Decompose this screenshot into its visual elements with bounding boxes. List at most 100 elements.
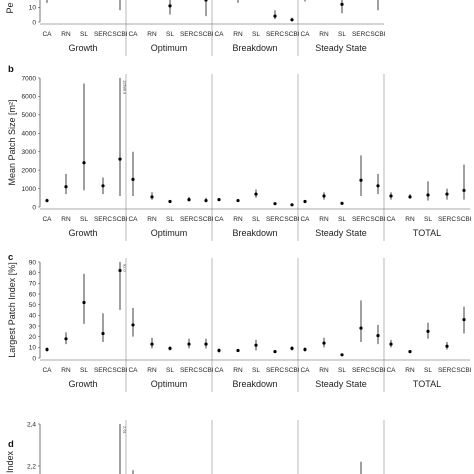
data-point-b <box>290 203 294 207</box>
y-tick-label-c: 60 <box>29 291 37 298</box>
data-point-c <box>273 350 277 354</box>
data-point-c <box>389 342 393 346</box>
y-tick-label-c: 80 <box>29 270 37 277</box>
data-point-c <box>168 346 172 350</box>
group-label-b: Optimum <box>151 228 188 238</box>
category-label-c: SL <box>166 367 174 374</box>
data-point-b <box>376 184 380 188</box>
y-tick-label-c: 50 <box>29 302 37 309</box>
data-point-c <box>426 329 430 333</box>
group-label-b: Steady State <box>315 228 367 238</box>
group-label-b: Breakdown <box>232 228 277 238</box>
data-point-c <box>64 337 68 341</box>
category-label-c: SCBI <box>456 367 471 374</box>
data-point-b <box>389 194 393 198</box>
data-point-c <box>303 347 307 352</box>
y-tick-label-b: 7000 <box>22 75 37 82</box>
category-label-b: CA <box>300 216 310 223</box>
category-label-a: SCBI <box>112 31 127 38</box>
category-label-a: RN <box>233 31 243 38</box>
group-label-a: Growth <box>68 43 97 53</box>
data-point-c <box>217 348 221 353</box>
data-point-c <box>462 318 466 322</box>
y-tick-label-d: 2,2 <box>27 463 36 470</box>
data-point-c <box>187 342 191 346</box>
category-label-b: CA <box>128 216 138 223</box>
data-point-b <box>64 185 68 189</box>
data-point-b <box>254 192 258 196</box>
data-label-b: 11588.9 <box>123 80 128 95</box>
data-point-b <box>273 202 277 206</box>
y-tick-label-b: 3000 <box>22 149 37 156</box>
data-point-c <box>45 347 49 352</box>
data-point-a <box>290 18 294 22</box>
category-label-c: SL <box>424 367 432 374</box>
group-label-c: Optimum <box>151 379 188 389</box>
category-label-a: SL <box>80 31 88 38</box>
y-tick-label-c: 70 <box>29 281 37 288</box>
category-label-a: CA <box>128 31 138 38</box>
category-label-c: CA <box>128 367 138 374</box>
y-axis-title-b: Mean Patch Size [m²] <box>7 99 17 185</box>
data-point-b <box>187 198 191 202</box>
y-axis-title-a: Pe <box>5 2 15 13</box>
category-label-c: CA <box>214 367 224 374</box>
data-point-b <box>131 177 135 181</box>
data-point-b <box>462 188 466 193</box>
category-label-b: SL <box>252 216 260 223</box>
category-label-a: RN <box>147 31 157 38</box>
category-label-a: CA <box>42 31 52 38</box>
group-label-c: TOTAL <box>413 379 441 389</box>
y-tick-label-d: 2,4 <box>27 421 36 428</box>
group-label-b: TOTAL <box>413 228 441 238</box>
category-label-b: SERC <box>352 216 370 223</box>
data-point-c <box>204 342 208 346</box>
group-label-b: Growth <box>68 228 97 238</box>
data-point-b <box>408 195 412 199</box>
category-label-c: RN <box>61 367 71 374</box>
category-label-c: SCBI <box>370 367 385 374</box>
data-point-b <box>82 161 86 165</box>
y-tick-label-b: 4000 <box>22 131 37 138</box>
data-point-a <box>168 4 172 8</box>
data-point-a <box>340 2 344 6</box>
data-point-b <box>168 199 172 204</box>
y-tick-label-a: 0 <box>32 19 36 26</box>
category-label-b: SERC <box>438 216 456 223</box>
group-label-c: Steady State <box>315 379 367 389</box>
category-label-c: CA <box>42 367 52 374</box>
data-point-b <box>445 192 449 196</box>
panel-letter-d: d <box>8 439 14 450</box>
data-point-b <box>426 193 430 197</box>
data-point-b <box>45 198 49 203</box>
y-tick-label-c: 90 <box>29 259 37 266</box>
data-point-a <box>204 0 208 2</box>
data-point-b <box>217 198 221 202</box>
category-label-c: SL <box>80 367 88 374</box>
category-label-b: SL <box>166 216 174 223</box>
data-point-b <box>204 198 208 203</box>
category-label-a: SCBI <box>198 31 213 38</box>
data-point-c <box>254 343 258 347</box>
data-point-b <box>303 199 307 204</box>
data-point-c <box>376 334 380 338</box>
data-point-c <box>131 323 135 327</box>
category-label-a: SERC <box>266 31 284 38</box>
data-point-c <box>408 350 412 354</box>
category-label-a: SL <box>166 31 174 38</box>
category-label-c: SERC <box>180 367 198 374</box>
y-tick-label-c: 30 <box>29 323 37 330</box>
category-label-a: SERC <box>94 31 112 38</box>
category-label-b: SCBI <box>284 216 299 223</box>
panel-letter-c: c <box>8 252 13 263</box>
data-point-b <box>322 194 326 198</box>
category-label-b: CA <box>42 216 52 223</box>
data-point-b <box>340 201 344 205</box>
data-point-c <box>82 300 86 305</box>
data-point-c <box>118 268 122 273</box>
panel-letter-b: b <box>8 64 14 75</box>
y-tick-label-b: 6000 <box>22 94 37 101</box>
category-label-b: CA <box>214 216 224 223</box>
data-point-b <box>236 198 240 203</box>
